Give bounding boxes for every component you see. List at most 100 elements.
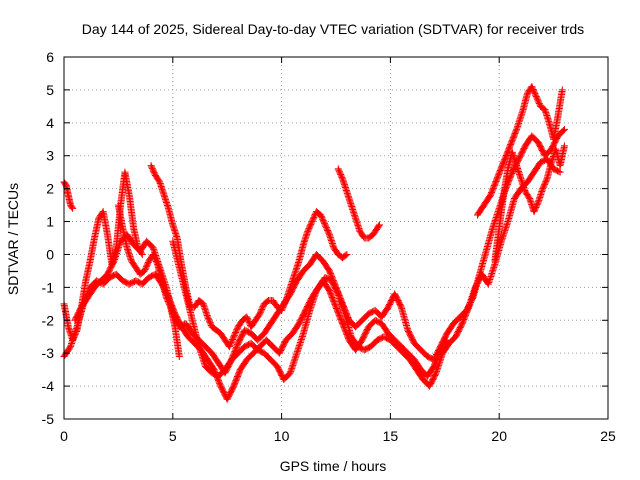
data-point xyxy=(297,337,305,345)
data-point xyxy=(289,360,297,368)
data-point xyxy=(109,258,117,266)
data-point xyxy=(195,343,203,351)
x-tick-label: 25 xyxy=(600,428,616,444)
data-point xyxy=(292,351,300,359)
data-point xyxy=(499,233,507,241)
data-point xyxy=(72,327,80,335)
x-axis-label: GPS time / hours xyxy=(280,458,387,474)
data-point xyxy=(195,344,203,352)
data-point xyxy=(197,350,205,358)
data-point xyxy=(514,121,522,129)
data-point xyxy=(69,204,77,212)
data-point xyxy=(512,127,520,135)
data-point xyxy=(486,274,494,282)
data-point xyxy=(501,227,509,235)
data-point xyxy=(288,363,296,371)
data-point xyxy=(310,293,318,301)
data-point xyxy=(197,349,205,357)
data-point xyxy=(486,276,494,284)
data-point xyxy=(67,341,75,349)
chart-title: Day 144 of 2025, Sidereal Day-to-day VTE… xyxy=(82,21,584,37)
data-point xyxy=(309,296,317,304)
data-point xyxy=(488,268,496,276)
grid-lines xyxy=(64,57,608,419)
data-point xyxy=(291,354,299,362)
data-point xyxy=(73,324,81,332)
data-point xyxy=(115,243,123,251)
data-point xyxy=(542,176,550,184)
data-point xyxy=(113,249,121,257)
y-tick-label: 6 xyxy=(46,49,54,65)
data-point xyxy=(515,118,523,126)
data-point xyxy=(299,331,307,339)
data-point xyxy=(487,272,495,280)
y-axis-label: SDTVAR / TECUs xyxy=(5,183,21,295)
data-point xyxy=(498,236,506,244)
y-tick-label: 0 xyxy=(46,246,54,262)
data-point xyxy=(308,299,316,307)
y-tick-label: 3 xyxy=(46,148,54,164)
data-point xyxy=(489,266,497,274)
data-point xyxy=(293,348,301,356)
data-point xyxy=(153,259,161,267)
data-point xyxy=(502,224,510,232)
data-point xyxy=(306,306,314,314)
data-point xyxy=(485,279,493,287)
data-point xyxy=(295,342,303,350)
data-point xyxy=(196,347,204,355)
data-point xyxy=(296,339,304,347)
data-point xyxy=(500,230,508,238)
data-point xyxy=(489,224,497,232)
data-point xyxy=(150,245,158,253)
data-point xyxy=(558,86,566,94)
data-point xyxy=(498,234,506,242)
data-point xyxy=(110,257,118,265)
y-tick-label: 4 xyxy=(46,115,54,131)
data-point xyxy=(517,112,525,120)
data-point xyxy=(519,107,527,115)
data-point xyxy=(113,248,121,256)
data-point xyxy=(293,349,301,357)
data-point xyxy=(166,302,174,310)
data-point xyxy=(298,332,306,340)
y-tick-label: 5 xyxy=(46,82,54,98)
data-point xyxy=(310,294,318,302)
data-point xyxy=(298,334,306,342)
data-point xyxy=(497,237,505,245)
series-7 xyxy=(114,201,183,360)
data-point xyxy=(67,343,75,351)
data-point xyxy=(288,364,296,372)
data-point xyxy=(500,228,508,236)
data-point xyxy=(516,115,524,123)
data-point xyxy=(338,173,346,181)
y-tick-label: -2 xyxy=(42,312,55,328)
data-point xyxy=(112,252,120,260)
data-point xyxy=(468,295,476,303)
series-9 xyxy=(473,83,566,219)
y-tick-label: -4 xyxy=(42,378,55,394)
data-point xyxy=(431,370,439,378)
data-point xyxy=(149,244,157,252)
data-point xyxy=(72,326,80,334)
data-point xyxy=(71,329,79,337)
data-point xyxy=(375,222,383,230)
data-point xyxy=(68,338,76,346)
data-point xyxy=(114,245,122,253)
data-point xyxy=(290,358,298,366)
data-point xyxy=(433,367,441,375)
data-point xyxy=(397,302,405,310)
data-point xyxy=(198,353,206,361)
series-8 xyxy=(169,237,451,384)
data-point xyxy=(295,343,303,351)
data-point xyxy=(516,116,524,124)
data-point xyxy=(311,291,319,299)
data-point xyxy=(513,125,521,133)
data-point xyxy=(559,126,567,134)
data-point xyxy=(69,337,77,345)
data-point xyxy=(443,336,451,344)
x-tick-label: 5 xyxy=(169,428,177,444)
data-point xyxy=(281,298,289,306)
data-point xyxy=(287,367,295,375)
data-point xyxy=(199,356,207,364)
series-6 xyxy=(334,165,384,242)
